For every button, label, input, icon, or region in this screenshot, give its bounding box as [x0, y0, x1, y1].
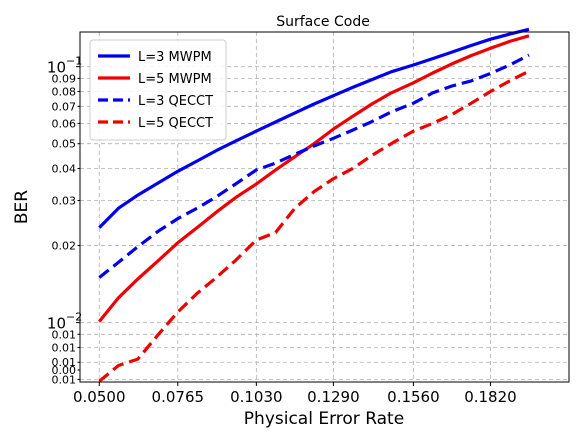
legend-label: L=5 MWPM [138, 72, 212, 87]
series-lines [98, 27, 530, 383]
y-tick-label: 0.01 [52, 356, 77, 369]
legend-box [89, 39, 227, 141]
y-tick-label-major: 10 [47, 315, 66, 333]
y-tick-label: 0.06 [52, 117, 77, 130]
y-tick-label: 0.04 [52, 163, 77, 176]
x-tick-label: 0.1560 [387, 388, 440, 406]
x-axis-label: Physical Error Rate [244, 409, 404, 429]
y-tick-label: 0.01 [52, 328, 77, 341]
legend-label: L=3 QECCT [138, 94, 213, 109]
x-tick-label: 0.0500 [73, 388, 126, 406]
x-tick-label: 0.0765 [152, 388, 205, 406]
x-tick-label: 0.1030 [230, 388, 283, 406]
y-axis-label: BER [12, 190, 32, 224]
y-tick-label: 0.02 [52, 240, 77, 253]
y-tick-label: 0.01 [52, 373, 77, 386]
y-tick-label-exponent: −1 [66, 55, 82, 68]
y-tick-label-exponent: −2 [66, 311, 82, 324]
x-tick-label: 0.1820 [464, 388, 517, 406]
plot-frame [79, 31, 570, 383]
series-line-l-5-qecct [98, 69, 530, 383]
series-line-l-3-mwpm [98, 27, 530, 229]
y-tick-label: 0.08 [52, 85, 77, 98]
legend: L=3 MWPM L=5 MWPM L=3 QECCT L=5 QECCT [89, 39, 227, 141]
x-axis-ticks: 0.0500 0.0765 0.1030 0.1290 0.1560 0.1820 [73, 382, 517, 406]
series-line-l-5-mwpm [98, 34, 530, 323]
series-line-l-3-qecct [98, 53, 530, 279]
y-tick-label-bottom: 0.00 [52, 364, 77, 377]
y-tick-label: 0.05 [52, 138, 77, 151]
x-tick-label: 0.1290 [307, 388, 360, 406]
y-tick-label: 0.07 [52, 100, 77, 113]
y-tick-label-major: 10 [47, 59, 66, 77]
grid [80, 32, 569, 382]
y-tick-label: 0.03 [52, 194, 77, 207]
y-tick-label: 0.09 [52, 72, 77, 85]
legend-label: L=5 QECCT [138, 116, 213, 131]
y-tick-label: 0.01 [52, 341, 77, 354]
legend-label: L=3 MWPM [138, 50, 212, 65]
chart-title: Surface Code [276, 14, 370, 30]
